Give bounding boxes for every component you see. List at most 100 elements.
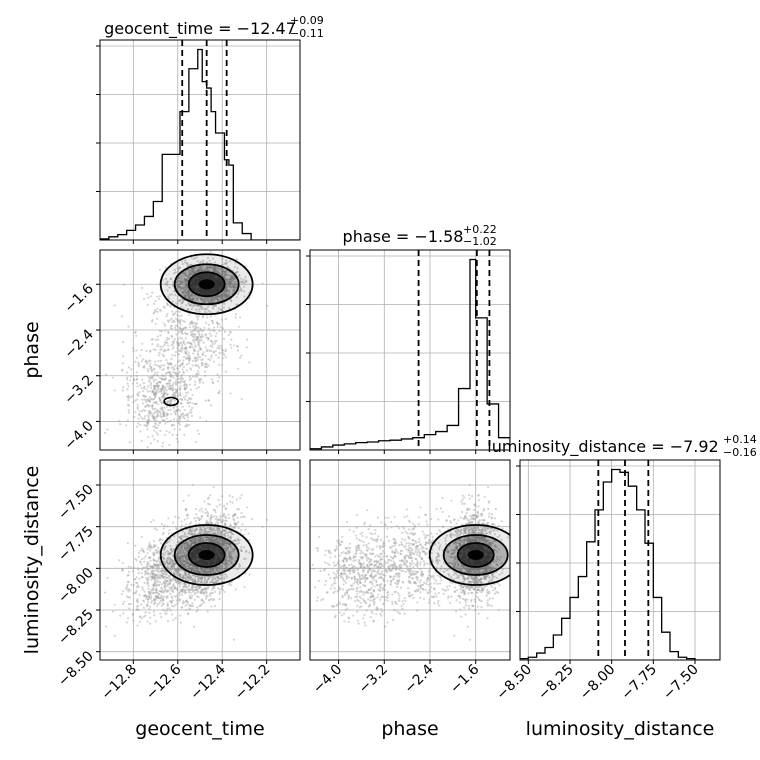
scatter-point <box>161 552 165 556</box>
scatter-point <box>150 588 153 591</box>
scatter-point <box>170 412 173 416</box>
scatter-point <box>178 418 182 421</box>
scatter-point <box>135 576 138 579</box>
scatter-point <box>163 306 166 309</box>
scatter-point <box>166 557 169 560</box>
scatter-point <box>205 531 209 535</box>
scatter-point <box>166 289 169 292</box>
scatter-point <box>200 589 203 592</box>
scatter-point <box>205 531 209 535</box>
scatter-point <box>170 334 173 337</box>
scatter-point <box>223 271 227 274</box>
scatter-point <box>151 566 154 570</box>
scatter-point <box>170 324 173 327</box>
scatter-point <box>139 549 142 552</box>
scatter-point <box>230 558 233 561</box>
scatter-point <box>187 269 190 272</box>
scatter-point <box>150 370 154 373</box>
scatter-point <box>229 331 232 334</box>
scatter-point <box>145 388 148 391</box>
scatter-point <box>158 581 162 584</box>
scatter-point <box>148 605 152 608</box>
scatter-point <box>167 540 170 543</box>
scatter-point <box>142 394 146 397</box>
scatter-point <box>186 308 189 311</box>
scatter-point <box>188 567 191 570</box>
scatter-point <box>137 417 140 420</box>
scatter-point <box>182 320 185 323</box>
scatter-point <box>155 565 158 568</box>
scatter-point <box>176 324 179 327</box>
scatter-point <box>199 266 202 269</box>
scatter-point <box>191 563 194 566</box>
scatter-point <box>183 408 186 412</box>
scatter-point <box>185 347 188 350</box>
scatter-point <box>150 376 153 379</box>
scatter-point <box>104 373 108 376</box>
scatter-point <box>128 441 131 444</box>
scatter-point <box>151 291 154 294</box>
scatter-point <box>152 576 155 579</box>
scatter-point <box>156 371 159 374</box>
scatter-point <box>240 494 243 497</box>
scatter-point <box>234 588 237 591</box>
scatter-point <box>176 394 180 398</box>
scatter-point <box>221 295 224 299</box>
scatter-point <box>159 365 162 368</box>
scatter-point <box>174 271 177 274</box>
scatter-point <box>172 605 176 608</box>
scatter-point <box>191 269 195 272</box>
scatter-point <box>195 357 198 360</box>
scatter-point <box>174 413 177 416</box>
scatter-point <box>198 346 202 349</box>
scatter-point <box>150 398 153 401</box>
scatter-point <box>214 538 217 542</box>
scatter-point <box>169 378 172 382</box>
scatter-point <box>170 419 173 423</box>
scatter-point <box>163 549 166 552</box>
scatter-point <box>191 322 194 325</box>
scatter-point <box>181 563 184 566</box>
scatter-point <box>209 594 212 597</box>
scatter-point <box>216 294 219 298</box>
scatter-point <box>158 557 161 560</box>
scatter-point <box>122 386 125 389</box>
scatter-point <box>189 596 192 599</box>
scatter-point <box>195 528 198 531</box>
scatter-point <box>205 595 208 598</box>
scatter-point <box>164 583 167 586</box>
scatter-point <box>182 563 186 567</box>
scatter-point <box>185 282 189 285</box>
scatter-point <box>172 365 175 368</box>
scatter-point <box>147 405 150 408</box>
scatter-point <box>195 373 198 376</box>
scatter-point <box>183 572 187 575</box>
scatter-point <box>188 594 191 597</box>
scatter-point <box>225 519 228 522</box>
scatter-point <box>152 603 156 606</box>
scatter-point <box>234 288 237 291</box>
scatter-point <box>228 306 231 310</box>
scatter-point <box>230 279 233 282</box>
scatter-point <box>182 341 185 344</box>
scatter-point <box>189 575 192 578</box>
scatter-point <box>197 268 200 271</box>
scatter-point <box>159 380 162 384</box>
scatter-point <box>191 329 195 332</box>
scatter-point <box>193 593 196 596</box>
scatter-point <box>202 301 205 304</box>
scatter-point <box>194 586 197 589</box>
scatter-point <box>158 295 162 298</box>
scatter-point <box>170 399 173 402</box>
scatter-point <box>203 310 207 314</box>
scatter-point <box>224 523 227 526</box>
scatter-point <box>178 315 181 318</box>
scatter-point <box>234 523 237 526</box>
scatter-point <box>218 542 221 545</box>
scatter-point <box>244 528 247 531</box>
scatter-point <box>214 296 217 299</box>
scatter-point <box>183 546 186 550</box>
scatter-point <box>203 269 207 272</box>
scatter-point <box>127 580 130 583</box>
scatter-point <box>231 557 234 560</box>
